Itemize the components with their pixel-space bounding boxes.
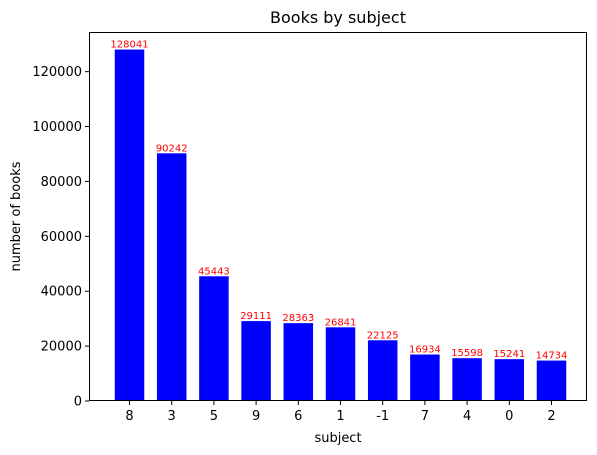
data-label-0: 15241: [493, 349, 525, 360]
bar-2: [536, 360, 567, 401]
x-tick-label: 7: [421, 409, 429, 424]
data-label-2: 14734: [536, 351, 568, 362]
y-tick-label: 80000: [41, 175, 82, 190]
x-tick-label: 4: [463, 409, 471, 424]
plot-frame: [89, 32, 587, 401]
bar-1: [325, 327, 356, 401]
bar-0: [494, 359, 525, 401]
x-tick-label: 5: [210, 409, 218, 424]
data-label-7: 16934: [409, 345, 441, 356]
x-tick-label: 2: [547, 409, 555, 424]
x-tick-label: 8: [125, 409, 133, 424]
bar--1: [367, 340, 398, 401]
data-labels-group: 128041 90242 45443 29111 28363 26841 22125 1693…: [110, 40, 567, 362]
data-label-9: 29111: [240, 311, 272, 322]
bar-5: [199, 276, 229, 401]
x-tick-label: 9: [252, 409, 260, 424]
bar-6: [283, 323, 314, 401]
chart-title: Books by subject: [270, 8, 406, 27]
bar-7: [410, 354, 440, 401]
data-label-3: 90242: [156, 143, 188, 154]
bar-3: [156, 153, 187, 401]
data-label-4: 15598: [451, 348, 483, 359]
x-axis-label: subject: [314, 431, 361, 446]
y-axis-label: number of books: [9, 161, 24, 271]
bar-8: [114, 49, 145, 402]
bars-group: [114, 49, 567, 402]
data-label--1: 22125: [367, 330, 399, 341]
y-tick-label: 120000: [32, 65, 82, 80]
y-tick-label: 100000: [32, 120, 82, 135]
data-label-1: 26841: [325, 317, 357, 328]
x-tick-label: -1: [376, 409, 389, 424]
data-label-5: 45443: [198, 266, 230, 277]
x-tick-label: 3: [168, 409, 176, 424]
x-tick-label: 6: [294, 409, 302, 424]
x-tick-label: 1: [336, 409, 344, 424]
y-tick-label: 60000: [41, 230, 82, 245]
y-axis-ticks: 0 20000 40000 60000 80000 100000 120000: [32, 65, 89, 410]
x-axis-ticks: 8 3 5 9 6 1 -1 7 4 0 2: [125, 401, 556, 424]
data-label-8: 128041: [110, 40, 148, 51]
data-label-6: 28363: [282, 313, 314, 324]
y-tick-label: 20000: [41, 340, 82, 355]
y-tick-label: 40000: [41, 285, 82, 300]
bar-9: [241, 321, 271, 401]
bar-4: [452, 358, 482, 401]
y-tick-label: 0: [74, 395, 82, 410]
x-tick-label: 0: [505, 409, 513, 424]
